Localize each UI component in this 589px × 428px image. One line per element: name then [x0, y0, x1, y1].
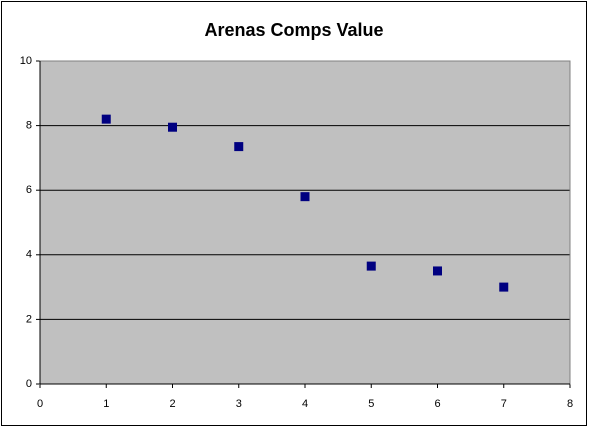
- x-tick-label: 3: [236, 398, 242, 410]
- point: [168, 122, 177, 132]
- y-tick-label: 6: [26, 184, 32, 196]
- plot-area: [40, 61, 570, 384]
- x-tick-label: 5: [368, 398, 374, 410]
- point: [101, 114, 111, 124]
- y-tick-label: 8: [26, 120, 32, 132]
- x-tick-label: 2: [169, 398, 175, 410]
- y-tick-label: 2: [26, 313, 32, 325]
- x-tick-label: 6: [434, 398, 440, 410]
- point: [433, 266, 442, 276]
- point: [234, 142, 244, 152]
- point: [499, 282, 509, 292]
- point: [300, 192, 310, 202]
- y-tick-label: 4: [26, 249, 32, 261]
- x-tick-label: 8: [567, 398, 573, 410]
- y-tick-label: 0: [26, 378, 32, 390]
- x-tick-label: 0: [37, 398, 43, 410]
- x-tick-label: 7: [501, 398, 507, 410]
- point: [366, 261, 376, 271]
- chart-title: Arenas Comps Value: [204, 20, 383, 40]
- x-tick-label: 4: [302, 398, 308, 410]
- y-tick-label: 10: [20, 55, 32, 67]
- x-tick-label: 1: [103, 398, 109, 410]
